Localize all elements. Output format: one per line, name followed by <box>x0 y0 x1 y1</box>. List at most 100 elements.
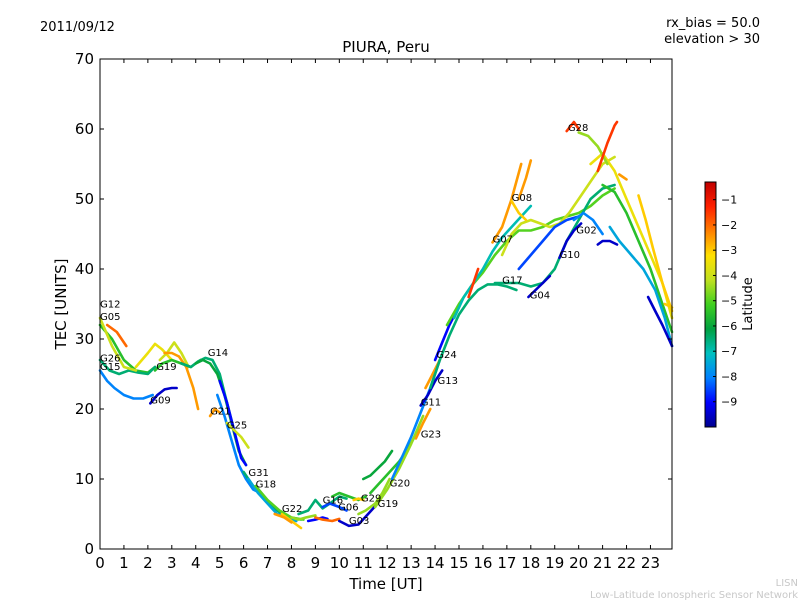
tec-series-13 <box>216 393 262 495</box>
satellite-label-g09: G09 <box>150 395 170 406</box>
tec-series-41 <box>493 183 616 288</box>
colorbar-tick-label: −6 <box>721 320 737 333</box>
tec-series-30 <box>361 449 394 481</box>
satellite-label-g23: G23 <box>421 430 441 441</box>
satellite-label-g17: G17 <box>502 276 522 287</box>
tec-series-58 <box>617 173 628 181</box>
x-tick-label: 13 <box>402 554 421 572</box>
series-layer <box>98 120 674 530</box>
x-tick-label: 9 <box>311 554 321 572</box>
x-tick-label: 19 <box>545 554 564 572</box>
y-axis: 0 10 20 30 40 50 60 70 <box>75 50 672 558</box>
colorbar-tick-label: −7 <box>721 345 737 358</box>
tec-series-3 <box>105 323 128 348</box>
tec-series-22 <box>297 495 348 516</box>
tec-series-55 <box>565 120 581 133</box>
satellite-label-g29: G29 <box>361 493 381 504</box>
tec-series-44 <box>601 183 674 334</box>
x-tick-label: 14 <box>426 554 445 572</box>
footer-line-1: LISN <box>776 578 798 589</box>
tec-series-48 <box>517 159 533 201</box>
tec-series-61 <box>663 302 674 309</box>
x-tick-label: 4 <box>191 554 201 572</box>
x-tick-label: 15 <box>449 554 468 572</box>
plot-frame <box>99 58 673 550</box>
tec-series-52 <box>558 222 583 260</box>
x-tick-label: 0 <box>95 554 105 572</box>
satellite-label-g04: G04 <box>530 290 550 301</box>
colorbar-tick-label: −1 <box>721 194 737 207</box>
x-axis-label: Time [UT] <box>348 575 422 593</box>
y-tick-label: 50 <box>75 190 94 208</box>
satellite-label-g20: G20 <box>390 479 410 490</box>
footer-line-2: Low-Latitude Ionospheric Sensor Network <box>590 590 798 600</box>
x-tick-label: 3 <box>167 554 177 572</box>
x-tick-label: 18 <box>521 554 540 572</box>
tec-series-28 <box>352 497 365 502</box>
x-tick-label: 16 <box>473 554 492 572</box>
colorbar-tick-label: −2 <box>721 219 737 232</box>
tec-series-1 <box>98 358 157 376</box>
tec-series-25 <box>321 502 348 512</box>
tec-series-57 <box>596 120 619 173</box>
satellite-label-g13: G13 <box>438 376 458 387</box>
tec-series-59 <box>637 194 674 313</box>
satellite-label-g08: G08 <box>512 193 532 204</box>
tec-series-47 <box>510 199 528 222</box>
tec-series-32 <box>373 414 425 509</box>
tec-series-27 <box>337 502 379 528</box>
x-tick-label: 20 <box>569 554 588 572</box>
tec-series-20 <box>273 512 293 524</box>
tec-series-29 <box>357 477 391 516</box>
y-tick-label: 60 <box>75 120 94 138</box>
tec-series-2 <box>98 369 154 400</box>
tec-series-7 <box>158 341 190 369</box>
x-tick-label: 23 <box>641 554 660 572</box>
colorbar-tick-label: −8 <box>721 370 737 383</box>
elevation-label: elevation > 30 <box>664 32 760 47</box>
tec-series-42 <box>500 155 616 257</box>
x-tick-label: 22 <box>617 554 636 572</box>
satellite-label-g15: G15 <box>100 362 120 373</box>
x-tick-label: 5 <box>215 554 225 572</box>
satellite-label-g19: G19 <box>378 499 398 510</box>
y-tick-label: 70 <box>75 50 94 68</box>
colorbar-tick-label: −3 <box>721 244 737 257</box>
satellite-label-g05: G05 <box>100 312 120 323</box>
satellite-label-g18: G18 <box>256 479 276 490</box>
y-axis-label: TEC [UNITS] <box>52 259 70 351</box>
x-tick-label: 8 <box>287 554 297 572</box>
satellite-label-g03: G03 <box>349 516 369 527</box>
satellite-label-g22: G22 <box>282 504 302 515</box>
satellite-label-g06: G06 <box>338 503 358 514</box>
y-tick-label: 10 <box>75 470 94 488</box>
tec-series-40 <box>452 204 533 320</box>
x-tick-label: 7 <box>263 554 273 572</box>
satellite-label-g12: G12 <box>100 300 120 311</box>
tec-series-51 <box>517 215 581 271</box>
tec-series-38 <box>428 283 518 390</box>
tec-series-24 <box>314 516 341 523</box>
tec-series-34 <box>414 407 432 440</box>
tec-series-5 <box>149 386 178 405</box>
x-tick-label: 17 <box>497 554 516 572</box>
tec-series-4 <box>98 316 138 372</box>
satellite-label-g26: G26 <box>100 353 120 364</box>
tec-series-54 <box>596 239 619 246</box>
y-tick-label: 0 <box>84 540 94 558</box>
colorbar-gradient <box>704 181 717 428</box>
satellite-label-g07: G07 <box>493 234 513 245</box>
x-tick-label: 2 <box>143 554 153 572</box>
x-tick-label: 1 <box>119 554 129 572</box>
colorbar-tick-label: −5 <box>721 295 737 308</box>
tec-series-60 <box>646 295 674 348</box>
x-tick-label: 10 <box>330 554 349 572</box>
satellite-label-g14: G14 <box>208 348 228 359</box>
y-tick-label: 40 <box>75 260 94 278</box>
x-tick-label: 21 <box>593 554 612 572</box>
tec-series-15 <box>225 421 250 449</box>
x-tick-label: 12 <box>378 554 397 572</box>
x-axis: 0 1 2 3 4 5 6 7 8 9 10 11 12 13 14 15 16 17 18 19 20 21 22 23 <box>95 59 660 572</box>
tec-series-45 <box>608 225 674 348</box>
